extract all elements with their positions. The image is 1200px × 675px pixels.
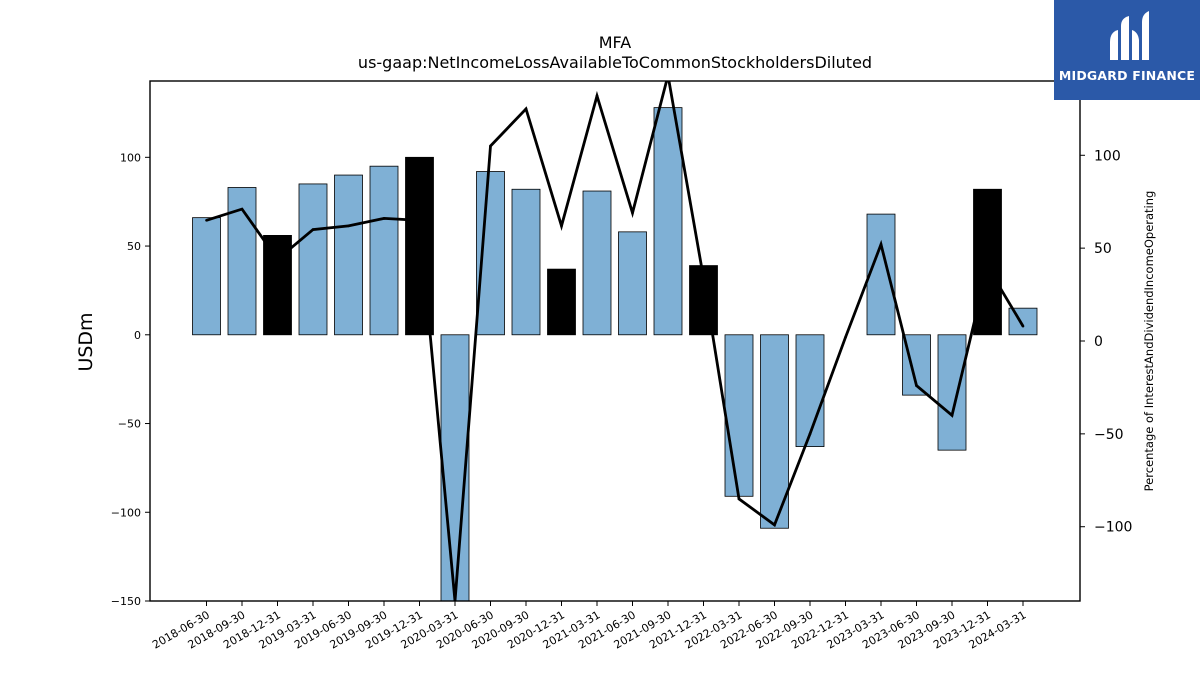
y-tick-label: 0	[134, 329, 141, 342]
bar-2019-03-31	[298, 183, 328, 336]
line-series	[205, 74, 1025, 601]
line-point-2023-06-30	[915, 384, 918, 387]
y2-tick-label: −100	[1094, 520, 1132, 536]
y-tick-label: −150	[111, 595, 141, 608]
chart-title: MFA	[599, 33, 632, 52]
line-point-2022-06-30	[773, 523, 776, 527]
bar-2019-12-31	[405, 156, 434, 336]
bar-2020-06-30	[476, 171, 505, 336]
line-point-2021-12-31	[702, 276, 705, 280]
line-point-2021-09-30	[667, 74, 670, 77]
bar-2019-09-30	[369, 165, 399, 336]
y-tick-label: 100	[120, 151, 141, 164]
bar-2022-06-30	[760, 334, 789, 529]
line-point-2019-09-30	[382, 217, 386, 220]
y2-tick-label: −50	[1094, 427, 1124, 443]
bar-2021-09-30	[653, 107, 683, 336]
y-axis-label: USDm	[75, 312, 97, 371]
line-point-2023-12-31	[986, 265, 989, 269]
line-point-2018-06-30	[205, 218, 208, 222]
y2-axis-label: Percentage of InterestAndDividendIncomeO…	[1142, 191, 1156, 492]
line-point-2019-12-31	[418, 218, 421, 222]
y2-tick-label: 50	[1094, 241, 1112, 257]
bar-2020-09-30	[511, 188, 541, 336]
y-axis: −150 −100 −50 0 50 100	[111, 151, 150, 608]
chart-subtitle: us-gaap:NetIncomeLossAvailableToCommonSt…	[358, 53, 872, 72]
y2-tick-label: 100	[1094, 148, 1121, 164]
x-axis: 2018-06-302018-09-302018-12-312019-03-31…	[150, 601, 1029, 652]
line-point-2022-12-31	[844, 335, 847, 339]
bar-2018-06-30	[192, 217, 221, 336]
line-point-2019-06-30	[347, 224, 350, 228]
line-path	[206, 81, 1025, 601]
line-point-2020-06-30	[489, 144, 492, 148]
line-point-2020-12-31	[560, 224, 563, 228]
bar-2022-03-31	[724, 334, 754, 497]
line-point-2022-09-30	[808, 432, 812, 436]
bar-2020-12-31	[547, 268, 576, 336]
y2-axis: −100 −50 0 50 100	[1080, 148, 1132, 536]
y2-tick-label: 0	[1094, 334, 1103, 350]
line-point-2021-06-30	[631, 211, 634, 215]
bar-2023-03-31	[866, 213, 896, 336]
line-point-2019-03-31	[311, 228, 315, 231]
line-point-2020-09-30	[524, 107, 528, 111]
line-point-2021-03-31	[595, 94, 599, 98]
midgard-logo-icon	[1110, 11, 1149, 60]
line-point-2018-09-30	[240, 207, 244, 211]
bar-2019-06-30	[334, 174, 363, 336]
bar-2021-06-30	[618, 231, 647, 336]
brand-name: MIDGARD FINANCE	[1058, 68, 1196, 83]
bar-2021-03-31	[582, 190, 612, 336]
brand-logo: MIDGARD FINANCE	[1054, 0, 1200, 100]
y-tick-label: 50	[127, 240, 141, 253]
line-point-2024-03-31	[1021, 324, 1025, 328]
line-point-2023-09-30	[950, 413, 954, 417]
line-point-2022-03-31	[737, 497, 741, 501]
y-tick-label: −50	[118, 418, 141, 431]
bar-2022-09-30	[795, 334, 825, 447]
line-point-2023-03-31	[879, 243, 883, 246]
y-tick-label: −100	[111, 506, 141, 519]
bar-2023-09-30	[937, 334, 967, 451]
bar-series	[192, 107, 1038, 601]
line-point-2018-12-31	[276, 257, 279, 261]
